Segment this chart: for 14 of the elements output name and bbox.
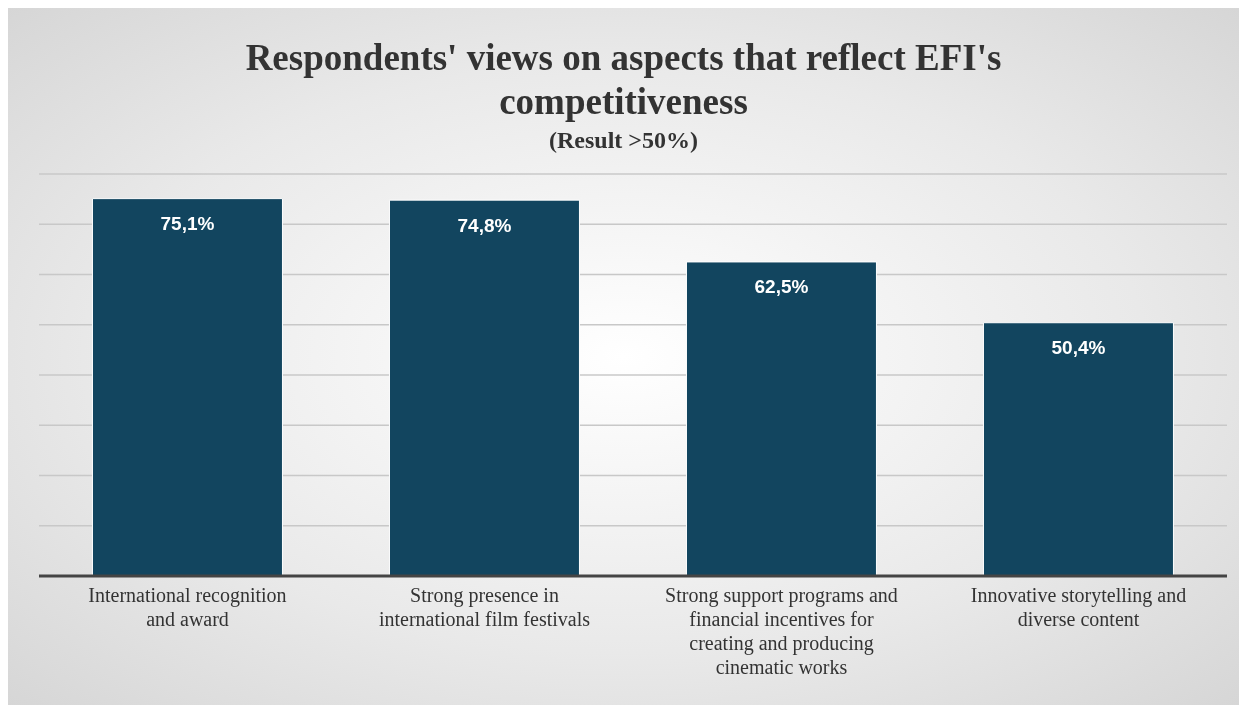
chart-subtitle: (Result >50%) <box>548 126 699 155</box>
data-label: 75,1% <box>160 213 215 235</box>
x-tick-label: International recognition and award <box>88 584 287 630</box>
bar <box>388 199 580 576</box>
data-label: 50,4% <box>1051 337 1106 359</box>
x-tick-label: Strong support programs and financial incentives for creating and producing cinematic works <box>665 584 898 678</box>
data-label: 62,5% <box>754 276 809 298</box>
chart-title: Respondents' views on aspects that reflect EFI's competitiveness <box>244 36 1003 124</box>
bar <box>91 198 283 576</box>
data-label: 74,8% <box>457 214 512 236</box>
bar <box>685 261 877 576</box>
bar <box>982 322 1174 576</box>
x-tick-label: Strong presence in international film festivals <box>378 584 591 630</box>
x-tick-label: Innovative storytelling and diverse content <box>970 584 1187 630</box>
